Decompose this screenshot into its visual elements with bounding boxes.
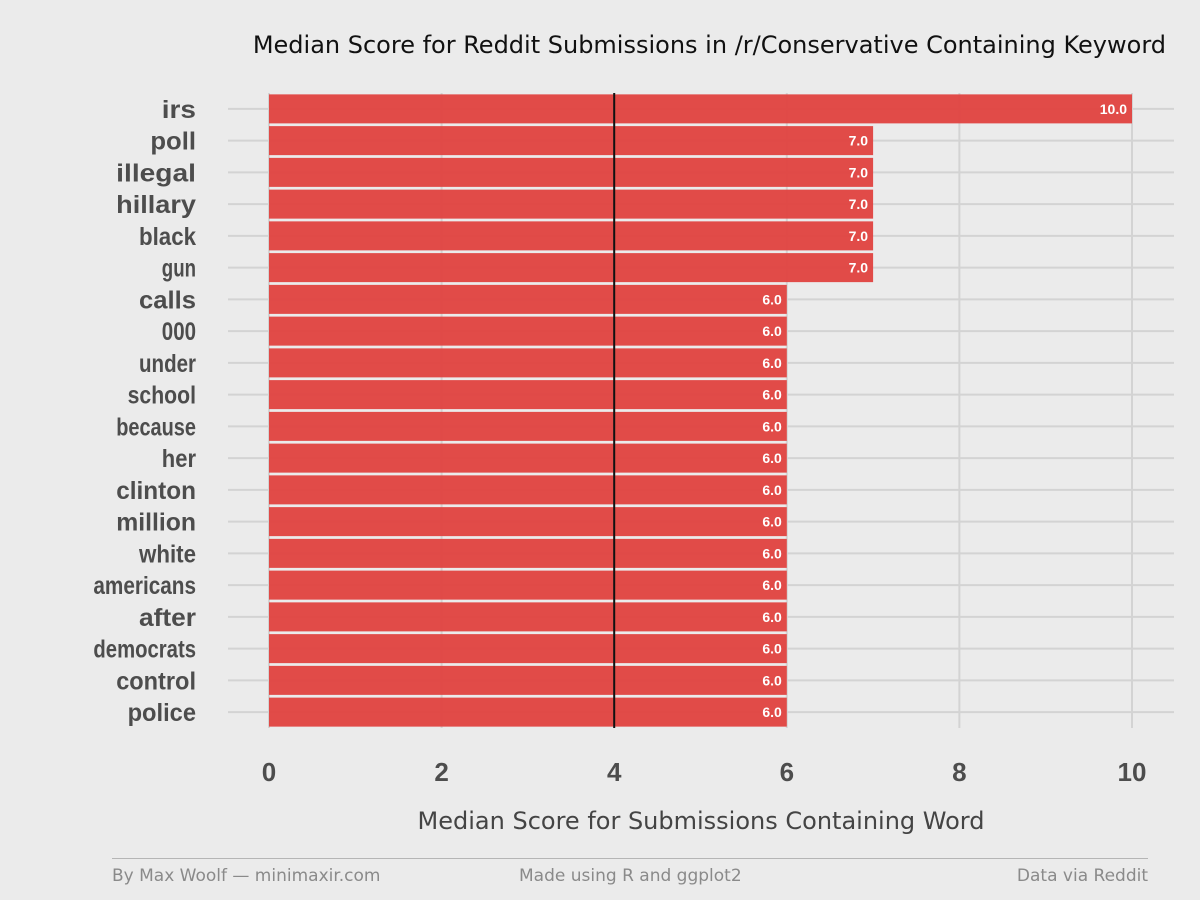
bar bbox=[269, 538, 787, 568]
data-label: 6.0 bbox=[762, 545, 782, 561]
data-label: 7.0 bbox=[849, 133, 869, 149]
data-label: 10.0 bbox=[1100, 101, 1127, 117]
x-tick-label: 6 bbox=[780, 757, 794, 787]
y-category-label: clinton bbox=[116, 477, 196, 505]
data-labels: 10.0 7.0 7.0 7.0 7.0 7.0 6.0 6.0 6.0 6.0 6.0 6.0 6.0… bbox=[762, 101, 1127, 720]
data-label: 7.0 bbox=[849, 228, 869, 244]
footer-tool: Made using R and ggplot2 bbox=[519, 866, 742, 886]
data-label: 7.0 bbox=[849, 196, 869, 212]
footer-source: Data via Reddit bbox=[1016, 866, 1148, 886]
data-label: 6.0 bbox=[762, 577, 782, 593]
data-label: 7.0 bbox=[849, 164, 869, 180]
bar bbox=[269, 221, 874, 251]
y-category-label: black bbox=[139, 223, 196, 251]
y-category-label: hillary bbox=[116, 191, 196, 219]
data-label: 6.0 bbox=[762, 291, 782, 307]
y-category-label: 000 bbox=[162, 318, 196, 346]
y-category-label: million bbox=[116, 509, 196, 537]
bar bbox=[269, 284, 787, 314]
bar bbox=[269, 697, 787, 727]
data-label: 6.0 bbox=[762, 482, 782, 498]
y-category-label: under bbox=[139, 350, 196, 378]
y-category-label: after bbox=[139, 604, 196, 632]
bar bbox=[269, 602, 787, 632]
data-label: 7.0 bbox=[849, 260, 869, 276]
y-category-label: calls bbox=[139, 286, 196, 314]
y-category-label: americans bbox=[93, 572, 196, 600]
bar bbox=[269, 634, 787, 664]
y-category-label: because bbox=[116, 413, 196, 441]
footer-credit: By Max Woolf — minimaxir.com bbox=[112, 866, 381, 886]
y-category-label: school bbox=[128, 382, 196, 410]
bar bbox=[269, 443, 787, 473]
footer: By Max Woolf — minimaxir.com Made using … bbox=[112, 858, 1148, 886]
data-label: 6.0 bbox=[762, 641, 782, 657]
bar bbox=[269, 189, 874, 219]
grid-lines bbox=[228, 93, 1174, 728]
x-tick-labels: 0 2 4 6 8 10 bbox=[262, 757, 1147, 787]
bar bbox=[269, 570, 787, 600]
data-label: 6.0 bbox=[762, 450, 782, 466]
data-label: 6.0 bbox=[762, 323, 782, 339]
bar bbox=[269, 94, 1132, 124]
y-category-label: irs bbox=[162, 96, 196, 124]
y-category-label: gun bbox=[162, 255, 196, 283]
chart-title: Median Score for Reddit Submissions in /… bbox=[253, 31, 1166, 59]
bar bbox=[269, 253, 874, 283]
y-category-label: democrats bbox=[93, 636, 196, 664]
data-label: 6.0 bbox=[762, 609, 782, 625]
y-category-label: police bbox=[128, 699, 196, 727]
y-category-labels: irs poll illegal hillary black gun calls 000 und… bbox=[93, 96, 196, 727]
y-category-label: illegal bbox=[116, 159, 196, 187]
bar bbox=[269, 507, 787, 537]
data-label: 6.0 bbox=[762, 514, 782, 530]
x-tick-label: 8 bbox=[952, 757, 966, 787]
x-axis-title: Median Score for Submissions Containing … bbox=[418, 807, 985, 835]
bars bbox=[269, 94, 1132, 727]
bar bbox=[269, 475, 787, 505]
bar bbox=[269, 316, 787, 346]
bar bbox=[269, 665, 787, 695]
bar bbox=[269, 411, 787, 441]
data-label: 6.0 bbox=[762, 704, 782, 720]
y-category-label: control bbox=[116, 667, 196, 695]
x-tick-label: 4 bbox=[607, 757, 622, 787]
bar bbox=[269, 380, 787, 410]
data-label: 6.0 bbox=[762, 387, 782, 403]
y-category-label: her bbox=[162, 445, 196, 473]
bar bbox=[269, 157, 874, 187]
x-tick-label: 10 bbox=[1118, 757, 1147, 787]
x-tick-label: 0 bbox=[262, 757, 276, 787]
data-label: 6.0 bbox=[762, 355, 782, 371]
y-category-label: white bbox=[138, 540, 196, 568]
bar bbox=[269, 126, 874, 156]
y-category-label: poll bbox=[150, 128, 196, 156]
data-label: 6.0 bbox=[762, 672, 782, 688]
bar bbox=[269, 348, 787, 378]
data-label: 6.0 bbox=[762, 418, 782, 434]
x-tick-label: 2 bbox=[434, 757, 448, 787]
